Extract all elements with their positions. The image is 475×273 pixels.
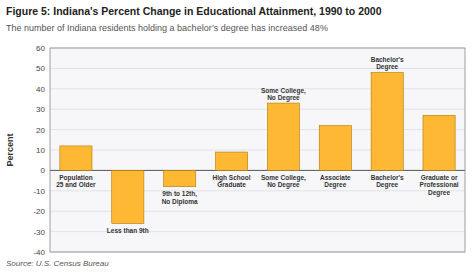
bar: [371, 72, 403, 170]
tick-label: 20: [36, 126, 45, 135]
plot-frame: [50, 48, 465, 252]
tick-label: -10: [33, 187, 45, 196]
bar: [215, 152, 247, 170]
tick-label: 30: [36, 105, 45, 114]
category-label: High SchoolGraduate: [213, 174, 251, 189]
source: Source: U.S. Census Bureau: [6, 259, 109, 268]
bar: [112, 170, 144, 223]
tick-label: 0: [41, 166, 46, 175]
category-label: AssociateDegree: [320, 174, 351, 190]
bar: [267, 103, 299, 170]
annotation: Bachelor'sDegree: [371, 56, 404, 72]
bar: [164, 170, 196, 186]
title: Figure 5: Indiana's Percent Change in Ed…: [6, 5, 382, 17]
tick-label: 60: [36, 44, 45, 53]
bars: [60, 72, 455, 223]
category-label: Some College,No Degree: [261, 174, 306, 190]
category-label: Less than 9th: [107, 227, 149, 234]
tick-label: 40: [36, 85, 45, 94]
bar: [319, 126, 351, 171]
grid-line: [50, 68, 465, 69]
category-label: Population25 and Older: [56, 174, 96, 189]
annotation: Some College,No Degree: [261, 87, 306, 103]
category-label: Graduate orProfessionalDegree: [420, 174, 459, 197]
plot-area: [50, 48, 465, 252]
tick-label: -30: [33, 228, 45, 237]
tick-label: -20: [33, 207, 45, 216]
category-label: 9th to 12th,No Diploma: [162, 190, 198, 206]
y-axis-label: Percent: [5, 133, 15, 166]
chart: Figure 5: Indiana's Percent Change in Ed…: [0, 0, 475, 273]
tick-label: 10: [36, 146, 45, 155]
subtitle: The number of Indiana residents holding …: [6, 23, 328, 33]
category-label: Bachelor'sDegree: [371, 174, 404, 190]
tick-label: -40: [33, 248, 45, 257]
tick-label: 50: [36, 64, 45, 73]
bar: [60, 146, 92, 170]
bar: [423, 115, 455, 170]
